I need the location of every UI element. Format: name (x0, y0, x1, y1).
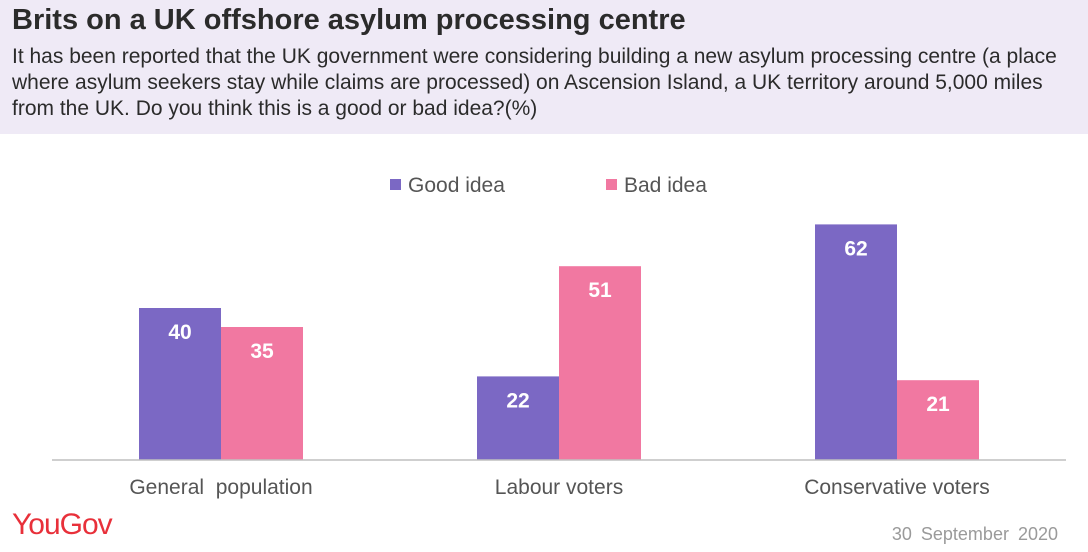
bar-0-0 (139, 308, 221, 460)
category-label-0: General population (129, 476, 312, 499)
data-label-0-0: 40 (168, 321, 191, 344)
data-label-0-1: 22 (506, 389, 529, 412)
publication-date: 30 September 2020 (891, 524, 1058, 544)
legend-label-1: Bad idea (624, 174, 707, 197)
data-label-0-2: 62 (844, 237, 867, 260)
legend-swatch-1 (606, 179, 617, 190)
bar-0-2 (815, 224, 897, 460)
legend-swatch-0 (390, 179, 401, 190)
chart-title: Brits on a UK offshore asylum processing… (12, 4, 686, 36)
data-label-1-1: 51 (588, 279, 612, 302)
header-panel: Brits on a UK offshore asylum processing… (0, 0, 1088, 134)
bar-chart: Good idea Bad idea 40 35 General population 2… (52, 174, 1066, 499)
yougov-logo: YouGov (12, 508, 113, 541)
category-label-2: Conservative voters (804, 476, 990, 499)
data-label-1-2: 21 (926, 393, 950, 416)
legend-label-0: Good idea (408, 174, 505, 197)
bar-1-2 (897, 380, 979, 460)
data-label-1-0: 35 (250, 340, 274, 363)
chart-subtitle: It has been reported that the UK governm… (12, 45, 1057, 120)
bar-1-0 (221, 327, 303, 460)
bar-1-1 (559, 266, 641, 460)
category-label-1: Labour voters (495, 476, 623, 499)
bar-0-1 (477, 376, 559, 460)
